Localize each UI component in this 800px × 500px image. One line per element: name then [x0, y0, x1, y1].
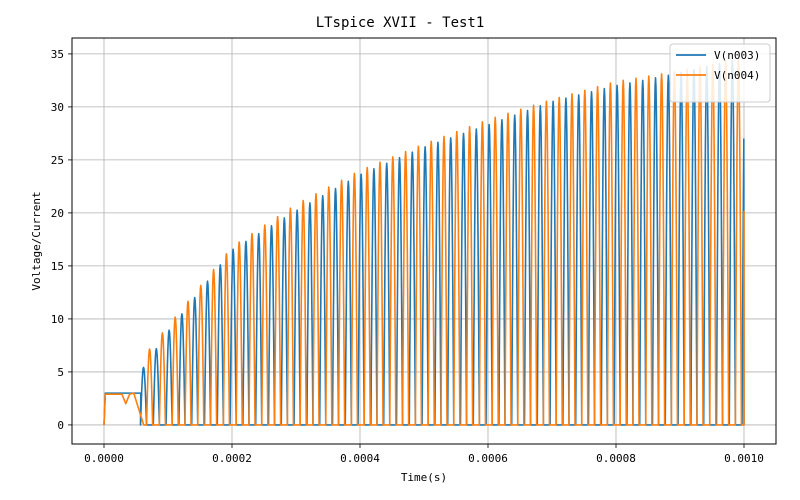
ticks: 0.0000 0.0002 0.0004 0.0006 0.0008 0.0010 0 5 10… [51, 48, 764, 465]
chart-title: LTspice XVII - Test1 [316, 15, 485, 31]
legend: V(n003) V(n004) [669, 43, 771, 103]
x-tick-label: 0.0010 [724, 452, 764, 465]
y-tick-label: 35 [51, 48, 64, 61]
y-tick-label: 25 [51, 154, 64, 167]
y-tick-label: 0 [57, 419, 64, 432]
y-tick-label: 5 [57, 366, 64, 379]
y-tick-label: 10 [51, 313, 64, 326]
axes-frame [71, 37, 777, 445]
y-tick-label: 20 [51, 207, 64, 220]
y-tick-label: 15 [51, 260, 64, 273]
x-tick-label: 0.0008 [596, 452, 636, 465]
plot-area [103, 58, 745, 426]
legend-label: V(n003) [714, 49, 760, 62]
legend-box [669, 43, 771, 103]
x-axis-label: Time(s) [401, 471, 447, 484]
y-axis-label: Voltage/Current [30, 191, 43, 290]
x-tick-label: 0.0004 [340, 452, 380, 465]
x-tick-label: 0.0000 [84, 452, 124, 465]
y-tick-label: 30 [51, 101, 64, 114]
x-tick-label: 0.0006 [468, 452, 508, 465]
x-tick-label: 0.0002 [212, 452, 252, 465]
series-line-v-n004- [103, 58, 745, 426]
legend-label: V(n004) [714, 69, 760, 82]
series-line-v-n003- [103, 59, 745, 426]
